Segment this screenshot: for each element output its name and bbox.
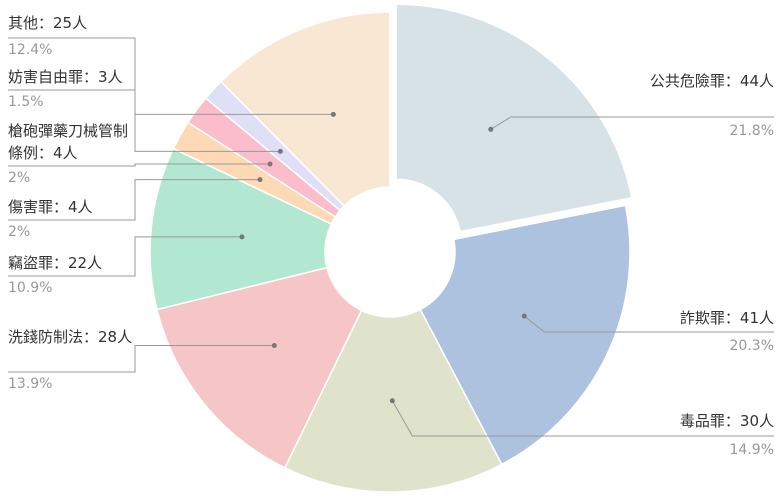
percent-label: 2% [8, 170, 31, 186]
pie-slice [156, 266, 363, 469]
percent-label: 12.4% [8, 42, 53, 58]
slice-label: 詐欺罪：41人 [679, 309, 774, 327]
slice-label: 洗錢防制法：28人 [8, 328, 133, 346]
pie-slice [419, 204, 631, 466]
label-dot [488, 126, 494, 132]
percent-label: 14.9% [729, 442, 774, 458]
percent-label: 1.5% [8, 94, 44, 110]
slice-label: 公共危險罪：44人 [649, 72, 774, 90]
pie-slice [219, 11, 391, 207]
label-line [8, 236, 242, 277]
label-dot [330, 111, 336, 117]
label-line [8, 37, 334, 115]
percent-label: 21.8% [729, 123, 774, 139]
label-line [490, 116, 774, 130]
percent-label: 10.9% [8, 280, 53, 296]
label-dot [389, 398, 395, 404]
label-line [391, 400, 774, 437]
label-line [523, 315, 774, 333]
pie-slice [395, 3, 633, 233]
percent-label: 20.3% [729, 338, 774, 354]
slice-label: 妨害自由罪：3人 [8, 68, 123, 86]
slice-label: 槍砲彈藥刀械管制條例：4人 [8, 122, 129, 162]
label-line [8, 89, 281, 152]
slice-label: 傷害罪：4人 [8, 198, 93, 216]
label-line [8, 163, 271, 167]
pie-slice [149, 147, 333, 311]
label-dot [271, 343, 277, 349]
label-dot [267, 161, 273, 167]
label-line [8, 345, 275, 373]
slice-label: 毒品罪：30人 [679, 412, 774, 430]
slice-label: 其他：25人 [8, 14, 88, 32]
label-dot [277, 148, 283, 154]
slice-label: 竊盜罪：22人 [8, 254, 103, 272]
label-dot [521, 313, 527, 319]
label-dot [257, 177, 263, 183]
label-line [8, 179, 260, 221]
percent-label: 2% [8, 224, 31, 240]
percent-label: 13.9% [8, 376, 53, 392]
label-dot [239, 234, 245, 240]
